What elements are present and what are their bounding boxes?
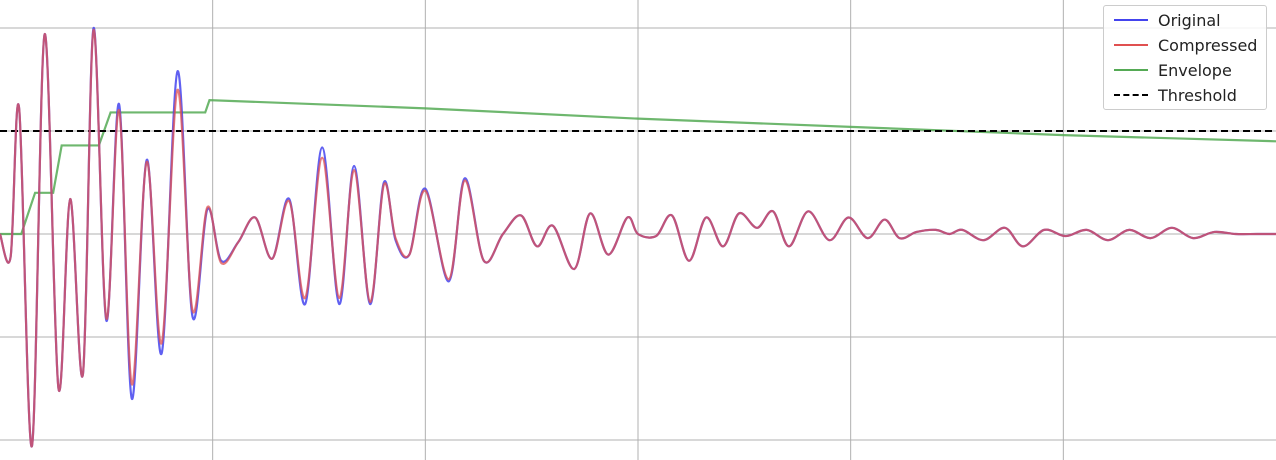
legend-label-original: Original: [1158, 11, 1221, 30]
series-line-compressed: [0, 28, 1276, 448]
legend-swatch-envelope: [1114, 69, 1148, 71]
legend-item-threshold: Threshold: [1104, 84, 1266, 106]
legend-swatch-compressed: [1114, 44, 1148, 46]
legend-item-original: Original: [1104, 9, 1266, 31]
legend-label-envelope: Envelope: [1158, 61, 1232, 80]
legend-item-compressed: Compressed: [1104, 34, 1266, 56]
series-layer: [0, 26, 1276, 448]
legend-swatch-original: [1114, 19, 1148, 21]
legend: Original Compressed Envelope Threshold: [1103, 5, 1267, 110]
legend-swatch-threshold: [1114, 94, 1148, 96]
legend-label-compressed: Compressed: [1158, 36, 1258, 55]
legend-item-envelope: Envelope: [1104, 59, 1266, 81]
series-line-envelope: [0, 98, 1276, 236]
legend-label-threshold: Threshold: [1158, 86, 1237, 105]
